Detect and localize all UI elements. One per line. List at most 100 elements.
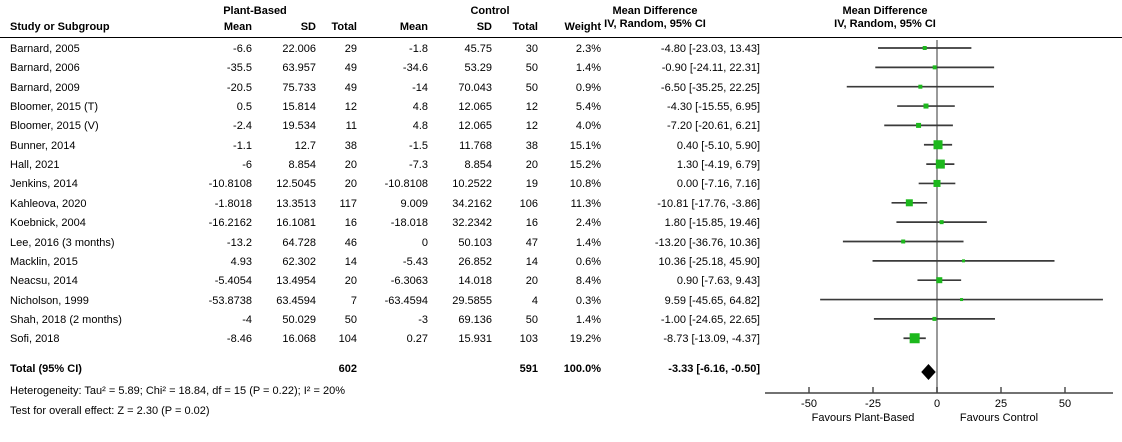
column-header-row: Study or Subgroup Mean SD Total Mean SD … xyxy=(0,18,1122,37)
study-row: Barnard, 2005 -6.6 22.006 29 -1.8 45.75 30 2.3%… xyxy=(0,40,1122,59)
study-row: Neacsu, 2014 -5.4054 13.4954 20 -6.3063 14.01… xyxy=(0,272,1122,291)
weight-value: 0.3% xyxy=(575,294,601,307)
plant-sd: 13.4954 xyxy=(276,275,316,288)
study-name: Koebnick, 2004 xyxy=(10,217,86,230)
study-row: Lee, 2016 (3 months) -13.2 64.728 46 0 50.103… xyxy=(0,234,1122,253)
weight-value: 4.0% xyxy=(575,120,601,133)
plant-sd: 50.029 xyxy=(282,313,316,326)
control-sd: 45.75 xyxy=(464,43,492,55)
col-header-c-total: Total xyxy=(512,21,538,33)
header-divider xyxy=(0,37,1122,38)
total-weight: 100.0% xyxy=(563,363,601,375)
estimate-square xyxy=(923,103,929,109)
control-mean: -10.8108 xyxy=(384,178,428,191)
study-row: Nicholson, 1999 -53.8738 63.4594 7 -63.4594 2… xyxy=(0,292,1122,311)
plant-total: 11 xyxy=(345,120,357,133)
study-name: Bunner, 2014 xyxy=(10,139,76,152)
plant-sd: 8.854 xyxy=(288,159,316,172)
control-total: 20 xyxy=(525,275,538,288)
plot-header-line1: Mean Difference xyxy=(842,5,928,17)
estimate-square xyxy=(922,46,927,50)
weight-value: 2.4% xyxy=(575,217,601,230)
study-row: Shah, 2018 (2 months) -4 50.029 50 -3 69.136 5… xyxy=(0,311,1122,330)
control-mean: 0.27 xyxy=(406,333,428,346)
control-sd: 70.043 xyxy=(458,81,492,94)
study-row: Hall, 2021 -6 8.854 20 -7.3 8.854 20 15.2% 1.30 … xyxy=(0,156,1122,175)
control-sd: 12.065 xyxy=(458,101,492,114)
plant-sd: 22.006 xyxy=(282,43,316,55)
md-value: 0.90 [-7.63, 9.43] xyxy=(676,275,760,288)
study-name: Hall, 2021 xyxy=(10,159,60,172)
control-total: 12 xyxy=(525,120,538,133)
total-label: Total (95% CI) xyxy=(10,363,82,375)
plant-total: 7 xyxy=(350,294,357,307)
plant-sd: 62.302 xyxy=(282,255,316,268)
col-header-weight: Weight xyxy=(564,21,601,33)
col-header-md: Mean Difference IV, Random, 95% CI xyxy=(575,5,735,31)
plant-mean: 4.93 xyxy=(230,255,252,268)
control-total: 103 xyxy=(519,333,538,346)
md-value: 1.80 [-15.85, 19.46] xyxy=(664,217,760,230)
plant-sd: 15.814 xyxy=(282,101,316,114)
plant-sd: 16.1081 xyxy=(276,217,316,230)
control-sd: 12.065 xyxy=(458,120,492,133)
plant-mean: 0.5 xyxy=(236,101,252,114)
weight-value: 1.4% xyxy=(575,313,601,326)
total-diamond xyxy=(921,364,936,380)
plant-mean: -4 xyxy=(242,313,252,326)
heterogeneity-text: Heterogeneity: Tau² = 5.89; Chi² = 18.84… xyxy=(10,385,345,397)
control-total: 47 xyxy=(525,236,538,249)
x-tick-label: -25 xyxy=(865,398,881,410)
control-mean: -14 xyxy=(412,81,428,94)
control-mean: -34.6 xyxy=(402,62,428,75)
study-row: Barnard, 2009 -20.5 75.733 49 -14 70.043 50 0.9… xyxy=(0,79,1122,98)
md-value: -4.30 [-15.55, 6.95] xyxy=(667,101,760,114)
study-row: Sofi, 2018 -8.46 16.068 104 0.27 15.931 103 19.… xyxy=(0,330,1122,349)
control-mean: -1.8 xyxy=(409,43,428,55)
plant-total: 117 xyxy=(339,197,357,210)
overall-effect-text: Test for overall effect: Z = 2.30 (P = 0… xyxy=(10,405,210,417)
estimate-square xyxy=(918,84,923,89)
control-mean: 9.009 xyxy=(400,197,428,210)
plant-mean: -5.4054 xyxy=(214,275,252,288)
md-value: -10.81 [-17.76, -3.86] xyxy=(657,197,760,210)
estimate-square xyxy=(960,298,964,302)
control-mean: -1.5 xyxy=(409,139,428,152)
plant-total: 38 xyxy=(344,139,357,152)
control-sd: 69.136 xyxy=(458,313,492,326)
col-header-md-line1: Mean Difference xyxy=(612,5,698,17)
study-name: Sofi, 2018 xyxy=(10,333,60,346)
weight-value: 8.4% xyxy=(575,275,601,288)
weight-value: 19.2% xyxy=(569,333,601,346)
control-total: 19 xyxy=(525,178,538,191)
plant-total: 14 xyxy=(344,255,357,268)
estimate-square xyxy=(909,333,920,344)
control-sd: 15.931 xyxy=(458,333,492,346)
control-total: 16 xyxy=(525,217,538,230)
x-tick-label: 25 xyxy=(995,398,1007,410)
plant-sd: 75.733 xyxy=(282,81,316,94)
estimate-square xyxy=(901,239,906,244)
plant-sd: 64.728 xyxy=(282,236,316,249)
plant-total: 29 xyxy=(344,43,357,55)
plant-total: 50 xyxy=(344,313,357,326)
study-name: Lee, 2016 (3 months) xyxy=(10,236,115,249)
col-header-md-line2: IV, Random, 95% CI xyxy=(604,18,706,30)
md-value: -8.73 [-13.09, -4.37] xyxy=(663,333,760,346)
weight-value: 0.6% xyxy=(575,255,601,268)
weight-value: 2.3% xyxy=(575,43,601,55)
plant-total: 104 xyxy=(338,333,357,346)
col-header-study: Study or Subgroup xyxy=(10,21,110,33)
weight-value: 1.4% xyxy=(575,236,601,249)
control-total: 50 xyxy=(525,81,538,94)
study-name: Macklin, 2015 xyxy=(10,255,78,268)
control-total: 14 xyxy=(525,255,538,268)
plant-mean: -2.4 xyxy=(233,120,252,133)
study-row: Barnard, 2006 -35.5 63.957 49 -34.6 53.29 50 1.… xyxy=(0,59,1122,78)
estimate-square xyxy=(933,179,941,187)
estimate-square xyxy=(916,122,922,128)
plant-total: 12 xyxy=(344,101,357,114)
control-total: 50 xyxy=(525,313,538,326)
